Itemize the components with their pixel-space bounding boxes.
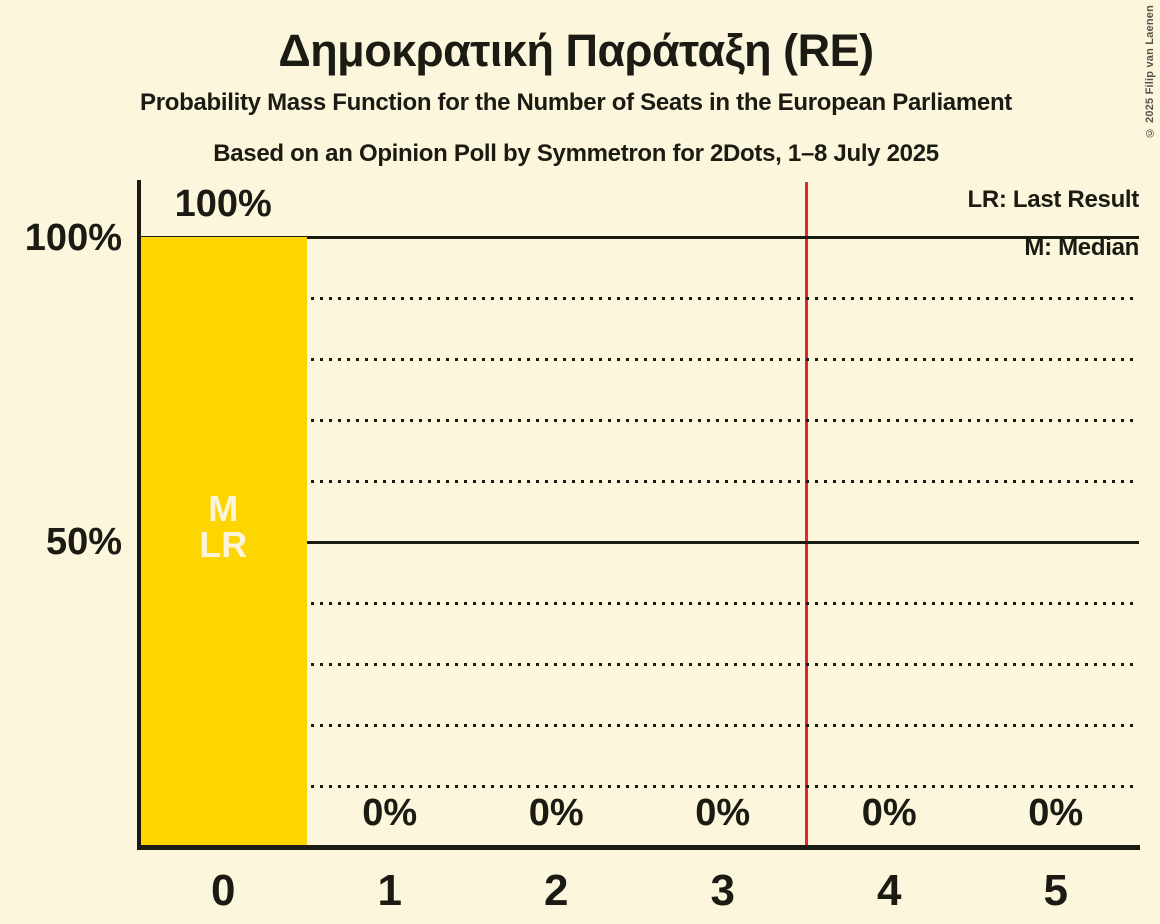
gridline-20pct (140, 724, 1139, 727)
bar-value-label-3: 0% (695, 792, 751, 834)
bar-annotation-m: M (208, 488, 239, 529)
bar-value-label-0: 100% (174, 183, 272, 225)
x-tick-label-4: 4 (877, 866, 902, 915)
gridline-70pct (140, 419, 1139, 422)
gridline-50pct (140, 541, 1139, 544)
copyright-notice: © 2025 Filip van Laenen (1144, 5, 1156, 139)
gridline-10pct (140, 785, 1139, 788)
x-tick-label-3: 3 (710, 866, 735, 915)
poll-info-subtitle: Based on an Opinion Poll by Symmetron fo… (213, 140, 939, 167)
bar-seats-0 (140, 237, 307, 847)
gridline-30pct (140, 663, 1139, 666)
bar-value-label-1: 0% (362, 792, 418, 834)
x-tick-label-5: 5 (1043, 866, 1068, 915)
x-axis-line (137, 845, 1140, 850)
x-tick-label-2: 2 (544, 866, 569, 915)
x-tick-label-0: 0 (211, 866, 236, 915)
bar-value-label-5: 0% (1028, 792, 1084, 834)
y-axis-label-50: 50% (45, 521, 122, 563)
last-result-red-line (804, 182, 808, 847)
chart-title: Δημοκρατική Παράταξη (RE) (278, 25, 874, 76)
legend-last-result: LR: Last Result (967, 186, 1139, 213)
gridline-60pct (140, 480, 1139, 483)
bar-value-label-2: 0% (528, 792, 584, 834)
chart-subtitle: Probability Mass Function for the Number… (139, 89, 1012, 116)
bar-annotation-lr: LR (199, 524, 248, 565)
y-axis-label-100: 100% (24, 217, 122, 259)
gridline-90pct (140, 297, 1139, 300)
gridline-100pct (140, 236, 1139, 239)
x-tick-label-1: 1 (377, 866, 402, 915)
gridline-40pct (140, 602, 1139, 605)
bar-value-label-4: 0% (861, 792, 917, 834)
gridline-80pct (140, 358, 1139, 361)
y-axis-line (137, 180, 141, 850)
